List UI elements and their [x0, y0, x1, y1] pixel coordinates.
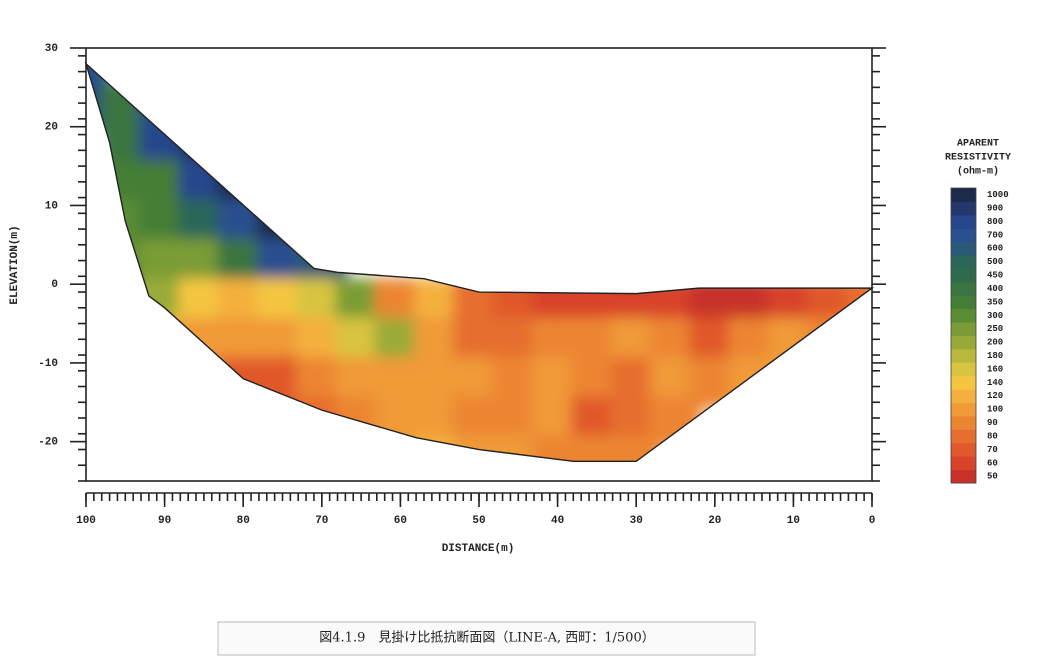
resistivity-cell	[728, 356, 780, 409]
colorbar-swatch	[951, 402, 976, 417]
resistivity-cell	[256, 396, 309, 448]
colorbar-label: 450	[987, 271, 1003, 281]
colorbar-swatch	[951, 442, 976, 457]
colorbar-label: 90	[987, 418, 998, 428]
colorbar-label: 900	[987, 203, 1003, 213]
colorbar-label: 200	[987, 338, 1003, 348]
resistivity-field	[86, 63, 872, 462]
resistivity-cell	[807, 317, 859, 369]
colorbar-label: 70	[987, 445, 998, 455]
colorbar-label: 160	[987, 364, 1003, 374]
resistivity-cell	[374, 435, 427, 462]
colorbar-swatch	[951, 456, 976, 471]
colorbar-swatch	[951, 335, 976, 350]
x-tick-label: 100	[76, 515, 96, 527]
x-tick-label: 30	[630, 515, 643, 527]
colorbar-swatch	[951, 469, 976, 484]
y-tick-label: 0	[51, 279, 58, 291]
colorbar-swatch	[951, 241, 976, 256]
colorbar-label: 60	[987, 458, 998, 468]
colorbar-swatch	[951, 281, 976, 296]
x-tick-label: 50	[472, 515, 485, 527]
x-axis-label: DISTANCE(m)	[442, 543, 515, 555]
y-tick-label: -20	[38, 437, 58, 449]
colorbar-label: 80	[987, 431, 998, 441]
colorbar-title: APARENT	[957, 139, 999, 150]
x-tick-label: 10	[787, 515, 800, 527]
colorbar-swatch	[951, 348, 976, 363]
colorbar-swatch	[951, 228, 976, 243]
colorbar-label: 600	[987, 244, 1003, 254]
colorbar-label: 350	[987, 297, 1003, 307]
colorbar-label: 300	[987, 311, 1003, 321]
colorbar-label: 800	[987, 217, 1003, 227]
colorbar-swatch	[951, 268, 976, 283]
colorbar-label: 180	[987, 351, 1003, 361]
colorbar-swatch	[951, 308, 976, 323]
x-tick-label: 40	[551, 515, 564, 527]
x-tick-label: 90	[158, 515, 171, 527]
x-tick-label: 80	[237, 515, 250, 527]
x-tick-label: 0	[869, 515, 876, 527]
colorbar-swatch	[951, 214, 976, 229]
caption-box	[217, 621, 756, 656]
colorbar-swatch	[951, 322, 976, 336]
colorbar-title: (ohm-m)	[957, 166, 999, 178]
colorbar-label: 400	[987, 284, 1003, 294]
x-tick-label: 70	[315, 515, 328, 527]
colorbar-swatch	[951, 415, 976, 430]
caption: 図4.1.9 見掛け比抵抗断面図（LINE-A, 西町：1/500）	[319, 631, 654, 646]
colorbar-label: 250	[987, 324, 1003, 334]
colorbar-label: 50	[987, 472, 998, 482]
colorbar-label: 1000	[987, 190, 1009, 200]
colorbar-swatch	[951, 295, 976, 310]
colorbar-frame	[950, 187, 977, 484]
colorbar-label: 700	[987, 230, 1003, 240]
x-tick-label: 60	[394, 515, 407, 527]
colorbar-label: 140	[987, 378, 1003, 388]
colorbar-swatch	[951, 375, 976, 390]
colorbar-swatch	[951, 255, 976, 269]
colorbar-title: RESISTIVITY	[945, 153, 1011, 164]
colorbar-swatch	[951, 188, 976, 202]
y-tick-label: -10	[38, 358, 58, 370]
x-tick-label: 20	[708, 515, 721, 527]
colorbar-swatch	[951, 389, 976, 404]
plot-frame	[85, 47, 873, 482]
colorbar-swatch	[951, 362, 976, 377]
colorbar-label: 500	[987, 257, 1003, 267]
y-axis-label: ELEVATION(m)	[9, 225, 21, 304]
y-tick-label: 10	[45, 200, 58, 212]
colorbar-swatch	[951, 201, 976, 216]
colorbar-label: 100	[987, 405, 1003, 415]
y-tick-label: 30	[45, 43, 58, 55]
colorbar-swatch	[951, 429, 976, 444]
section-clip	[86, 63, 872, 462]
y-tick-label: 20	[45, 122, 58, 134]
section-outline	[84, 61, 875, 463]
colorbar-label: 120	[987, 391, 1003, 401]
resistivity-cell	[138, 317, 191, 369]
